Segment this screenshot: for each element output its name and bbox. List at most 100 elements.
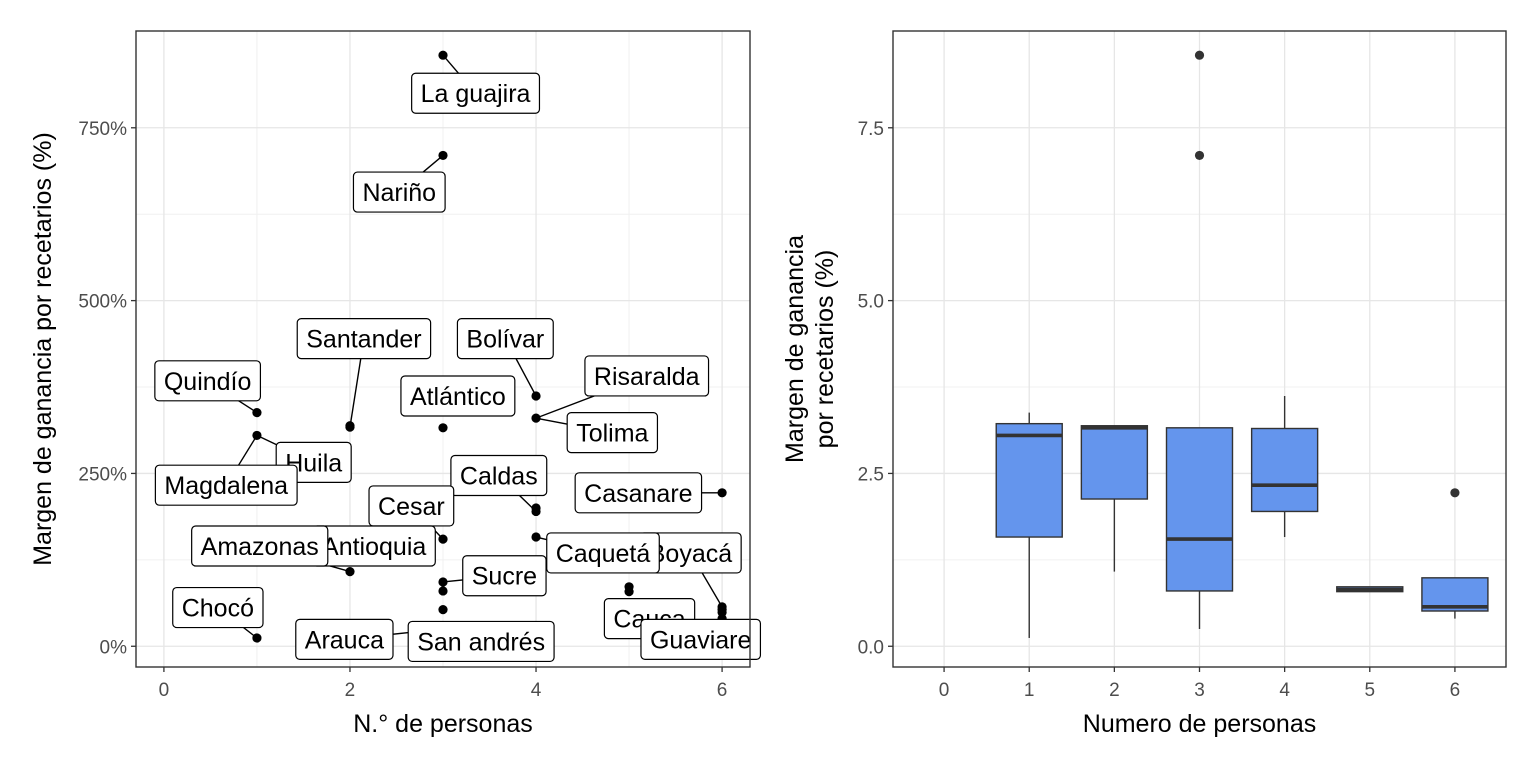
point-label-box — [640, 618, 762, 660]
data-point — [252, 430, 262, 441]
point-label: Casanare — [574, 472, 703, 514]
box-group — [995, 412, 1063, 638]
point-label-text: Bolívar — [466, 326, 544, 354]
y-tick-label: 250% — [78, 464, 127, 485]
point-label: Risaralda — [584, 355, 710, 397]
point-label: Nariño — [352, 171, 446, 213]
scatter-panel: La guajira Nariño Santander Bolívar Risarald… — [29, 30, 762, 738]
data-point — [717, 488, 727, 498]
point-label-box — [407, 620, 555, 663]
point-label-text: Tolima — [576, 420, 648, 448]
point-label-text: Sucre — [472, 563, 537, 591]
point-label-box — [566, 412, 659, 454]
x-axis-title: Numero de personas — [1083, 710, 1316, 738]
data-point — [531, 391, 541, 401]
data-point — [438, 586, 448, 596]
point-label-text: Guaviare — [650, 626, 751, 654]
point-label-text: Santander — [306, 326, 421, 354]
point-label-box — [154, 360, 262, 402]
box-outlier — [1194, 150, 1205, 161]
box-group — [1421, 488, 1489, 619]
y-tick-label: 750% — [78, 119, 127, 140]
point-label: Bolívar — [456, 318, 554, 360]
x-tick-label: 4 — [1279, 680, 1290, 701]
point-label: Quindío — [154, 360, 262, 402]
point-label-text: Cesar — [378, 493, 445, 521]
point-label: Caquetá — [546, 532, 660, 574]
point-label-box — [584, 355, 710, 397]
point-label-text: Chocó — [182, 595, 254, 623]
y-axis-title-line: Margen de ganancia — [781, 235, 809, 463]
point-label-box — [296, 318, 432, 360]
point-label: Amazonas — [191, 525, 329, 567]
y-axis-title: Margen de gananciapor recetarios (%) — [781, 235, 839, 463]
box-group — [1080, 425, 1149, 572]
point-label: Boyacá — [639, 532, 742, 574]
point-label-text: Magdalena — [164, 472, 288, 500]
y-axis-title: Margen de ganancia por recetarios (%) — [29, 132, 57, 566]
point-label: Magdalena — [154, 464, 298, 506]
y-axis-title-line: por recetarios (%) — [811, 250, 839, 449]
box-body — [1250, 427, 1319, 513]
point-label-text: Quindío — [164, 368, 252, 396]
point-label: Sucre — [462, 555, 547, 597]
point-label: Atlántico — [400, 375, 516, 417]
point-label-text: Atlántico — [410, 383, 506, 411]
data-point — [531, 413, 541, 423]
x-tick-label: 2 — [1109, 680, 1120, 701]
x-tick-label: 1 — [1024, 680, 1035, 701]
point-label-box — [411, 72, 541, 114]
point-label: San andrés — [407, 620, 555, 663]
point-label-text: Boyacá — [649, 540, 732, 568]
x-tick-label: 6 — [717, 680, 728, 701]
point-label: Arauca — [295, 618, 394, 660]
data-point — [252, 633, 262, 643]
point-label: Antioquia — [312, 525, 436, 567]
point-label-box — [154, 464, 298, 506]
y-tick-label: 0% — [100, 637, 128, 658]
data-point — [531, 506, 541, 517]
x-tick-label: 0 — [939, 680, 950, 701]
y-tick-label: 0.0 — [858, 637, 884, 658]
data-point — [624, 587, 634, 597]
panel-border — [135, 30, 751, 668]
point-label-text: Casanare — [584, 480, 692, 508]
data-point — [438, 534, 448, 544]
data-point — [345, 421, 355, 431]
point-label: Guaviare — [640, 618, 762, 660]
point-label: Chocó — [172, 586, 264, 629]
point-label-text: Risaralda — [594, 363, 700, 391]
y-tick-label: 500% — [78, 292, 127, 313]
x-tick-label: 6 — [1450, 680, 1461, 701]
point-label: Cesar — [368, 485, 455, 527]
box-outlier — [1194, 50, 1205, 60]
box-group — [1336, 586, 1404, 593]
data-point — [252, 408, 262, 418]
box-body — [1080, 425, 1149, 500]
x-tick-label: 5 — [1364, 680, 1375, 701]
box-group — [1250, 396, 1319, 538]
point-label-box — [462, 555, 547, 597]
box-outlier — [1450, 488, 1460, 498]
data-point — [438, 423, 448, 433]
box-body — [1165, 427, 1234, 592]
data-point — [438, 605, 448, 615]
point-label-box — [191, 525, 329, 567]
x-tick-label: 4 — [531, 680, 542, 701]
data-point — [345, 567, 355, 577]
point-label: Tolima — [566, 412, 659, 454]
data-point — [531, 532, 541, 542]
box-group — [1165, 50, 1234, 629]
point-label-box — [456, 318, 554, 360]
point-label-text: Nariño — [362, 179, 436, 207]
point-label-text: Amazonas — [201, 533, 319, 561]
point-label-box — [574, 472, 703, 514]
point-label-text: Arauca — [305, 626, 384, 654]
point-label-text: San andrés — [417, 628, 545, 656]
point-label-text: La guajira — [421, 80, 531, 108]
y-tick-label: 5.0 — [858, 292, 884, 313]
point-label-box — [295, 618, 394, 660]
x-tick-label: 2 — [345, 680, 356, 701]
data-point — [438, 577, 448, 587]
